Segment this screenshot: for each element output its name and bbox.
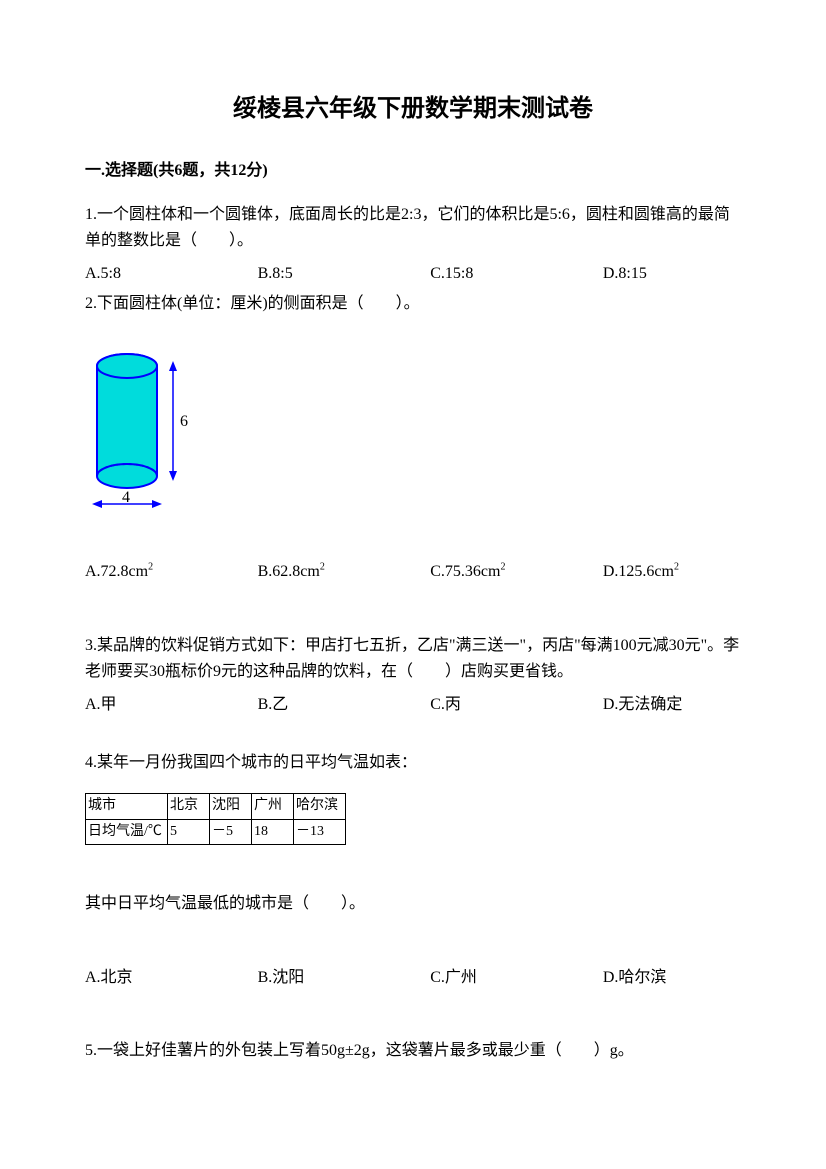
- option-c: C.丙: [430, 692, 603, 718]
- table-header-shenyang: 沈阳: [210, 794, 252, 819]
- table-header-harbin: 哈尔滨: [294, 794, 346, 819]
- table-cell: 18: [252, 819, 294, 844]
- option-b: B.沈阳: [258, 965, 431, 991]
- question-3: 3.某品牌的饮料促销方式如下：甲店打七五折，乙店"满三送一"，丙店"每满100元…: [85, 633, 741, 684]
- option-c: C.广州: [430, 965, 603, 991]
- table-header-city: 城市: [86, 794, 168, 819]
- table-cell: 5: [168, 819, 210, 844]
- table-cell: －13: [294, 819, 346, 844]
- option-d: D.哈尔滨: [603, 965, 741, 991]
- section-1-header: 一.选择题(共6题，共12分): [85, 158, 741, 184]
- option-c: C.15:8: [430, 261, 603, 287]
- option-c: C.75.36cm2: [430, 559, 603, 585]
- temperature-table: 城市 北京 沈阳 广州 哈尔滨 日均气温/℃ 5 －5 18 －13: [85, 793, 346, 845]
- question-2: 2.下面圆柱体(单位：厘米)的侧面积是（ ）。: [85, 291, 741, 317]
- option-a: A.北京: [85, 965, 258, 991]
- table-row-label: 日均气温/℃: [86, 819, 168, 844]
- option-a: A.5:8: [85, 261, 258, 287]
- option-d: D.125.6cm2: [603, 559, 741, 585]
- option-a: A.甲: [85, 692, 258, 718]
- table-row: 城市 北京 沈阳 广州 哈尔滨: [86, 794, 346, 819]
- option-a: A.72.8cm2: [85, 559, 258, 585]
- question-5: 5.一袋上好佳薯片的外包装上写着50g±2g，这袋薯片最多或最少重（ ）g。: [85, 1038, 741, 1064]
- svg-text:4: 4: [122, 489, 130, 506]
- table-cell: －5: [210, 819, 252, 844]
- question-2-options: A.72.8cm2 B.62.8cm2 C.75.36cm2 D.125.6cm…: [85, 559, 741, 585]
- option-b: B.8:5: [258, 261, 431, 287]
- exam-title: 绥棱县六年级下册数学期末测试卷: [85, 90, 741, 128]
- question-1: 1.一个圆柱体和一个圆锥体，底面周长的比是2:3，它们的体积比是5:6，圆柱和圆…: [85, 202, 741, 253]
- cylinder-figure: 6 4: [85, 338, 255, 513]
- option-b: B.62.8cm2: [258, 559, 431, 585]
- question-3-options: A.甲 B.乙 C.丙 D.无法确定: [85, 692, 741, 718]
- question-4: 4.某年一月份我国四个城市的日平均气温如表：: [85, 750, 741, 776]
- option-d: D.无法确定: [603, 692, 741, 718]
- question-4-text2: 其中日平均气温最低的城市是（ ）。: [85, 891, 741, 917]
- table-row: 日均气温/℃ 5 －5 18 －13: [86, 819, 346, 844]
- table-header-beijing: 北京: [168, 794, 210, 819]
- question-4-options: A.北京 B.沈阳 C.广州 D.哈尔滨: [85, 965, 741, 991]
- question-1-options: A.5:8 B.8:5 C.15:8 D.8:15: [85, 261, 741, 287]
- svg-text:6: 6: [180, 413, 188, 430]
- option-d: D.8:15: [603, 261, 741, 287]
- option-b: B.乙: [258, 692, 431, 718]
- table-header-guangzhou: 广州: [252, 794, 294, 819]
